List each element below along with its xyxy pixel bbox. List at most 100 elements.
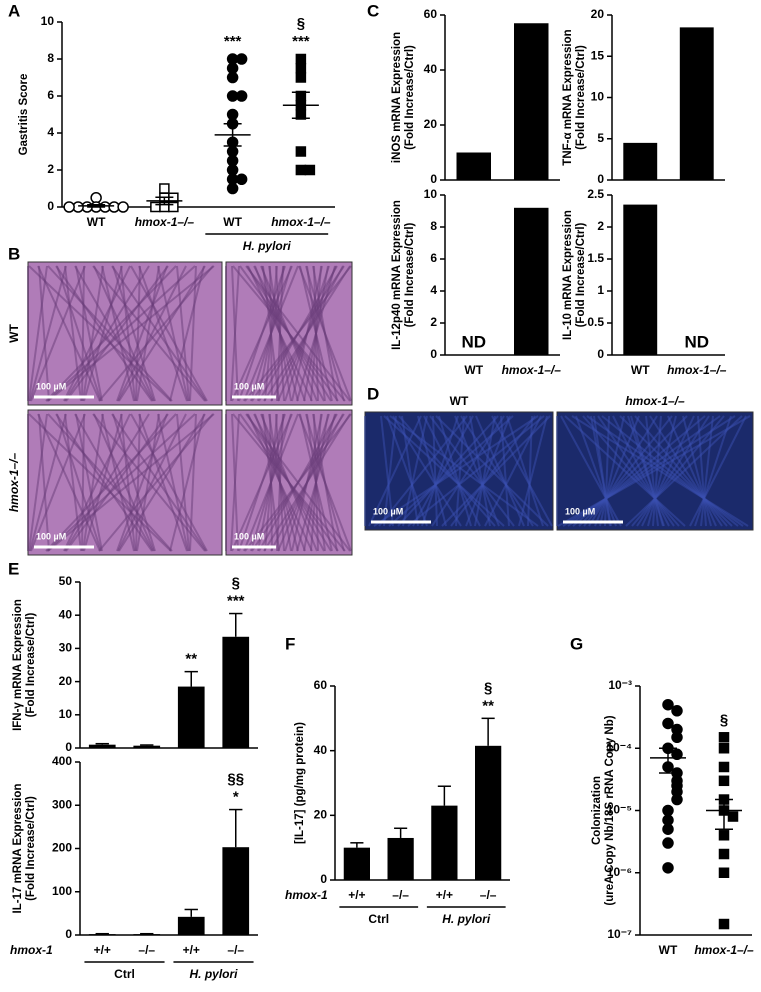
texture [575,415,617,527]
texture [65,413,169,552]
scale-bar-label: 100 µM [234,531,264,541]
panel-letter: E [8,559,19,578]
row-label: hmox-1–/– [7,452,21,512]
y-axis-label: IL-10 mRNA Expression [562,210,574,340]
y-tick-label: 60 [314,678,328,692]
y-tick-label: 10⁻³ [608,678,632,692]
y-tick-label: 0 [47,199,54,213]
data-point [718,918,730,930]
panel-letter: C [367,1,379,20]
texture [604,415,610,527]
y-tick-label: 1 [597,283,604,297]
y-tick-label: 5 [597,131,604,145]
panel-letter: B [8,244,20,263]
texture [245,265,351,402]
y-tick-label: 8 [430,219,437,233]
texture [373,415,539,527]
x-tick-label: WT [87,215,106,229]
x-tick-label: +/+ [436,888,453,902]
x-tick-label: WT [659,943,678,957]
texture [276,265,284,402]
data-point [159,183,170,194]
texture [29,413,67,552]
texture [117,413,187,552]
texture [64,413,150,552]
texture [30,265,86,402]
bar [133,745,161,748]
significance: § [232,575,240,592]
y-axis-label: (Fold Increase/Ctrl) [25,612,37,717]
data-point [727,811,739,822]
texture [590,415,612,527]
texture [423,415,481,527]
bar [343,847,370,880]
texture [260,265,318,402]
scale-bar-label: 100 µM [234,381,264,391]
significance: §§ [227,771,244,788]
texture [82,265,104,402]
y-tick-label: 15 [591,48,605,62]
texture [491,415,553,527]
texture [700,415,714,527]
data-point [662,804,674,817]
texture [157,265,189,402]
texture [245,413,351,552]
bar [623,204,658,355]
significance: § [484,679,492,696]
y-tick-label: 60 [424,7,438,21]
texture [38,265,50,402]
bar [387,837,414,880]
value-label: ND [461,332,486,351]
data-point [671,731,683,744]
significance: *** [227,593,245,610]
y-axis-label: IL-17 mRNA Expression [12,784,24,914]
y-axis-label: IFN-γ mRNA Expression [12,599,24,731]
x-tick-label: WT [223,215,242,229]
scale-bar-label: 100 µM [36,381,66,391]
y-tick-label: 200 [52,841,72,855]
y-tick-label: 1.5 [587,251,604,265]
texture [130,413,208,552]
texture [397,415,499,527]
data-point [662,698,674,711]
x-tick-label: +/+ [183,943,200,957]
y-tick-label: 6 [430,251,437,265]
texture [28,413,48,552]
y-tick-label: 10 [424,187,438,201]
y-axis-label: (ureA Copy Nb/18S rRNA Copy Nb) [604,715,616,905]
texture [599,415,625,527]
y-tick-label: 10⁻⁷ [607,927,632,941]
data-point [235,90,248,102]
y-tick-label: 20 [314,808,328,822]
bar [514,207,549,355]
y-tick-label: 0 [597,347,604,361]
bar [88,744,116,748]
texture [631,415,725,527]
row-label: WT [7,324,21,343]
data-point [304,164,316,176]
bar [514,23,549,180]
y-tick-label: 2 [430,315,437,329]
data-point [117,201,129,213]
bar [222,636,250,748]
bar [475,745,502,880]
texture [243,265,299,402]
data-point [662,862,674,874]
texture [612,415,670,527]
texture [135,265,141,402]
texture [118,265,206,402]
texture [64,265,150,402]
y-tick-label: 2.5 [587,187,604,201]
texture [667,415,717,527]
data-point [295,72,307,83]
y-tick-label: 0 [430,347,437,361]
data-point [295,53,307,65]
y-tick-label: 10⁻⁵ [607,803,632,817]
texture [112,265,156,402]
bar [177,916,205,935]
texture [93,413,155,552]
data-point [718,848,730,860]
texture [176,265,190,402]
data-point [226,182,239,195]
data-point [671,748,683,761]
